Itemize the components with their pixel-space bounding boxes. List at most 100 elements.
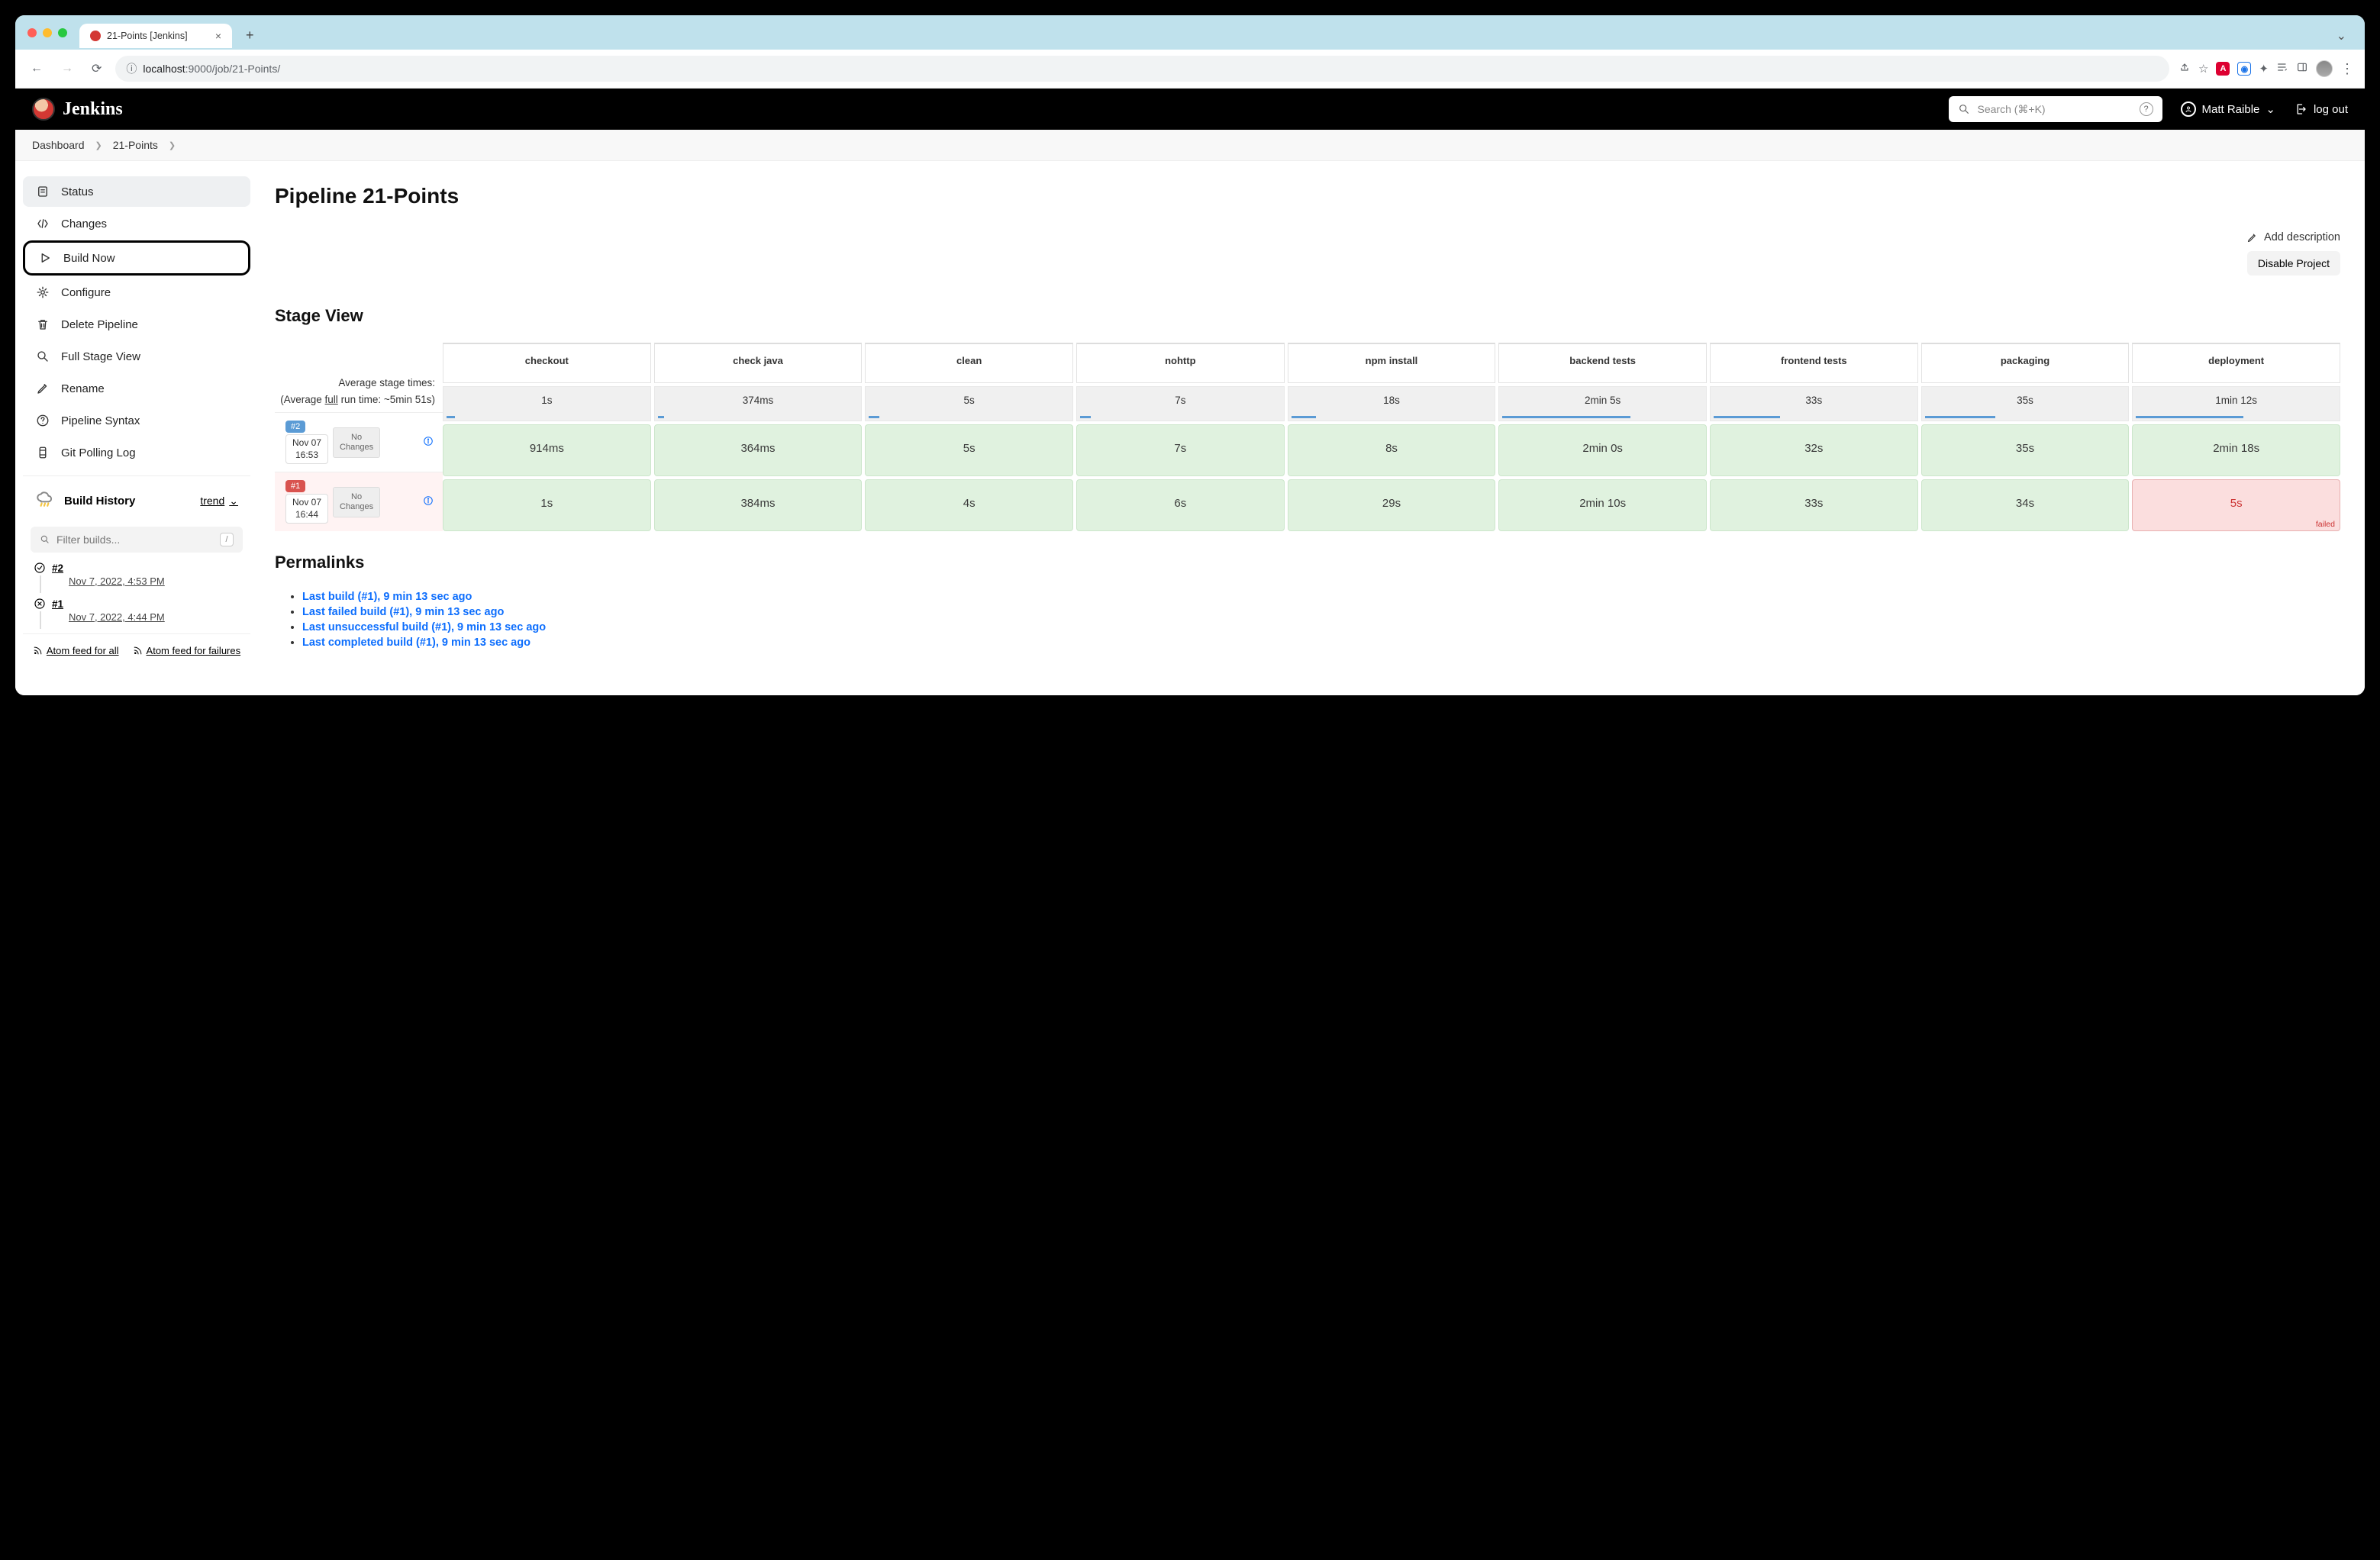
stage-cell[interactable]: 1s xyxy=(443,479,651,531)
minimize-window-icon[interactable] xyxy=(43,28,52,37)
stage-average-cell: 1min 12s xyxy=(2132,386,2340,421)
stage-cell[interactable]: 2min 0s xyxy=(1498,424,1707,476)
stage-cell[interactable]: 5s xyxy=(865,424,1073,476)
shortcut-hint: / xyxy=(220,533,234,546)
sidebar-item-changes[interactable]: Changes xyxy=(23,208,250,239)
stage-cell[interactable]: 914ms xyxy=(443,424,651,476)
build-badge: #1 xyxy=(285,480,305,492)
tab-overflow-icon[interactable]: ⌄ xyxy=(2327,22,2356,50)
stage-average-cell: 5s xyxy=(865,386,1073,421)
search-icon xyxy=(40,534,50,545)
stage-cell[interactable]: 5s xyxy=(2132,479,2340,531)
sidebar-item-delete-pipeline[interactable]: Delete Pipeline xyxy=(23,309,250,340)
help-icon[interactable]: ? xyxy=(2140,102,2153,116)
jenkins-logo[interactable]: Jenkins xyxy=(32,98,123,121)
sidebar-item-status[interactable]: Status xyxy=(23,176,250,207)
stage-average-cell: 18s xyxy=(1288,386,1496,421)
atom-all-link[interactable]: Atom feed for all xyxy=(33,645,119,656)
share-icon[interactable] xyxy=(2178,61,2191,76)
stage-header: deployment xyxy=(2132,343,2340,383)
reload-button[interactable]: ⟳ xyxy=(87,58,106,79)
stage-cell[interactable]: 6s xyxy=(1076,479,1285,531)
stage-view: Average stage times: (Average full run t… xyxy=(275,343,2340,531)
logout-button[interactable]: log out xyxy=(2294,102,2348,116)
info-icon[interactable] xyxy=(423,436,434,449)
build-date[interactable]: Nov 7, 2022, 4:53 PM xyxy=(40,575,250,593)
extension-icon[interactable]: ◉ xyxy=(2237,62,2251,76)
profile-avatar[interactable] xyxy=(2316,60,2333,77)
extension-icon[interactable] xyxy=(2276,61,2288,76)
stage-average-cell: 7s xyxy=(1076,386,1285,421)
back-button[interactable]: ← xyxy=(26,59,47,79)
trash-icon xyxy=(35,317,50,331)
extensions-icon[interactable]: ✦ xyxy=(2259,62,2269,76)
search-input[interactable]: Search (⌘+K) ? xyxy=(1949,96,2162,122)
stage-cell[interactable]: 34s xyxy=(1921,479,2130,531)
gear-icon xyxy=(35,285,50,299)
breadcrumb-item[interactable]: 21-Points xyxy=(113,139,158,151)
sidebar-item-label: Status xyxy=(61,185,94,198)
close-window-icon[interactable] xyxy=(27,28,37,37)
sidebar-item-build-now[interactable]: Build Now xyxy=(23,240,250,276)
filter-builds-input[interactable]: Filter builds... / xyxy=(31,527,243,553)
new-tab-button[interactable]: + xyxy=(238,21,262,50)
search-icon xyxy=(1958,103,1970,115)
weather-icon xyxy=(35,488,55,513)
sidepanel-icon[interactable] xyxy=(2296,61,2308,76)
logout-icon xyxy=(2294,102,2307,116)
build-row-header[interactable]: #2Nov 0716:53NoChanges xyxy=(275,412,443,472)
sidebar-item-label: Delete Pipeline xyxy=(61,318,138,331)
extension-icon[interactable]: A xyxy=(2216,62,2230,76)
average-stage-times-label: Average stage times: (Average full run t… xyxy=(275,343,443,412)
address-bar[interactable]: ⓘ localhost:9000/job/21-Points/ xyxy=(115,56,2169,82)
forward-button[interactable]: → xyxy=(56,59,78,79)
stage-average-cell: 1s xyxy=(443,386,651,421)
stage-cell[interactable]: 364ms xyxy=(654,424,863,476)
permalink-item[interactable]: Last failed build (#1), 9 min 13 sec ago xyxy=(302,604,2340,620)
atom-failures-link[interactable]: Atom feed for failures xyxy=(133,645,241,656)
stage-cell[interactable]: 2min 18s xyxy=(2132,424,2340,476)
stage-cell[interactable]: 29s xyxy=(1288,479,1496,531)
build-row-header[interactable]: #1Nov 0716:44NoChanges xyxy=(275,472,443,531)
stage-cell[interactable]: 35s xyxy=(1921,424,2130,476)
success-icon xyxy=(34,562,46,574)
stage-cell[interactable]: 32s xyxy=(1710,424,1918,476)
browser-tab[interactable]: 21-Points [Jenkins] × xyxy=(79,24,232,48)
sidebar-item-git-polling-log[interactable]: Git Polling Log xyxy=(23,437,250,468)
sidebar-item-configure[interactable]: Configure xyxy=(23,277,250,308)
stage-cell[interactable]: 384ms xyxy=(654,479,863,531)
maximize-window-icon[interactable] xyxy=(58,28,67,37)
stage-cell[interactable]: 8s xyxy=(1288,424,1496,476)
build-link[interactable]: #1 xyxy=(52,598,63,610)
info-icon[interactable] xyxy=(423,495,434,508)
sidebar-item-pipeline-syntax[interactable]: Pipeline Syntax xyxy=(23,405,250,436)
user-menu[interactable]: Matt Raible ⌄ xyxy=(2172,102,2285,117)
changes-icon xyxy=(35,217,50,230)
bookmark-icon[interactable]: ☆ xyxy=(2198,62,2208,76)
help-icon xyxy=(35,414,50,427)
stage-average-cell: 33s xyxy=(1710,386,1918,421)
stage-cell[interactable]: 7s xyxy=(1076,424,1285,476)
disable-project-button[interactable]: Disable Project xyxy=(2247,251,2340,276)
browser-menu-icon[interactable]: ⋮ xyxy=(2340,61,2354,77)
status-icon xyxy=(35,185,50,198)
url-text: localhost:9000/job/21-Points/ xyxy=(143,63,280,75)
stage-cell[interactable]: 4s xyxy=(865,479,1073,531)
permalink-item[interactable]: Last build (#1), 9 min 13 sec ago xyxy=(302,589,2340,604)
tab-close-icon[interactable]: × xyxy=(215,30,221,42)
page-title: Pipeline 21-Points xyxy=(275,184,2340,208)
build-date[interactable]: Nov 7, 2022, 4:44 PM xyxy=(40,611,250,629)
permalink-item[interactable]: Last completed build (#1), 9 min 13 sec … xyxy=(302,635,2340,650)
sidebar-item-rename[interactable]: Rename xyxy=(23,373,250,404)
add-description-button[interactable]: Add description xyxy=(2246,231,2340,243)
permalink-item[interactable]: Last unsuccessful build (#1), 9 min 13 s… xyxy=(302,620,2340,635)
build-link[interactable]: #2 xyxy=(52,562,63,574)
sidebar-item-full-stage-view[interactable]: Full Stage View xyxy=(23,341,250,372)
site-info-icon[interactable]: ⓘ xyxy=(126,61,137,76)
stage-cell[interactable]: 2min 10s xyxy=(1498,479,1707,531)
trend-link[interactable]: trend ⌄ xyxy=(200,495,238,508)
browser-tab-strip: 21-Points [Jenkins] × + ⌄ xyxy=(15,15,2365,50)
breadcrumb-item[interactable]: Dashboard xyxy=(32,139,85,151)
sidebar-item-label: Configure xyxy=(61,286,111,299)
stage-cell[interactable]: 33s xyxy=(1710,479,1918,531)
